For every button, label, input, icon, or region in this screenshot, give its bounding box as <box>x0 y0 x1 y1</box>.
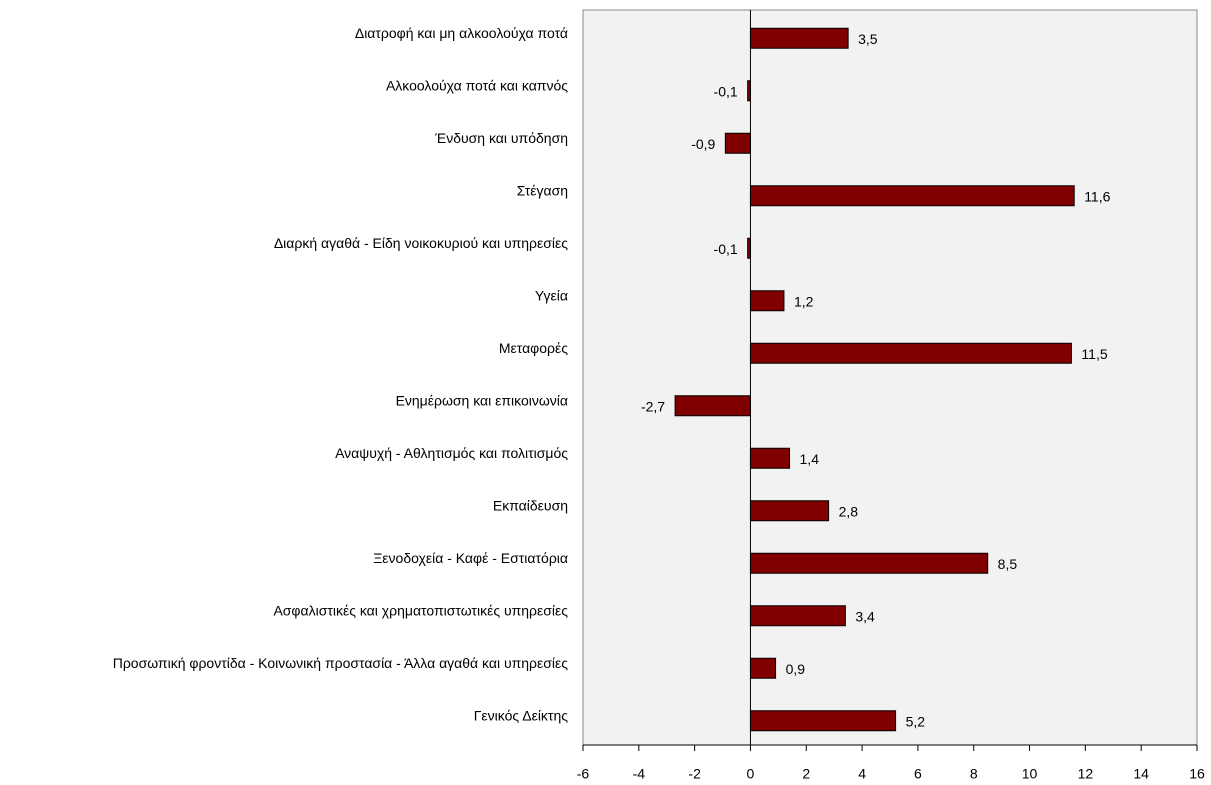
value-label: -0,9 <box>691 136 715 152</box>
value-label: 5,2 <box>906 713 926 729</box>
bar <box>724 132 751 154</box>
y-tick-label: Διαρκή αγαθά - Είδη νοικοκυριού και υπηρ… <box>274 235 568 251</box>
x-tick-label: 16 <box>1189 766 1205 782</box>
value-label: -0,1 <box>714 83 738 99</box>
value-label: -0,1 <box>714 241 738 257</box>
y-tick-label: Εκπαίδευση <box>493 497 568 513</box>
x-tick-label: -4 <box>633 766 646 782</box>
y-tick-label: Υγεία <box>535 287 568 303</box>
value-label: 2,8 <box>839 503 859 519</box>
bar <box>749 27 849 49</box>
bar <box>749 710 897 732</box>
y-tick-label: Γενικός Δείκτης <box>474 707 569 723</box>
value-label: 3,5 <box>858 31 878 47</box>
value-label: -2,7 <box>641 398 665 414</box>
bar <box>749 342 1072 364</box>
x-tick-label: 8 <box>970 766 978 782</box>
y-tick-label: Ξενοδοχεία - Καφέ - Εστιατόρια <box>373 550 568 566</box>
bar <box>749 657 777 679</box>
y-tick-label: Ασφαλιστικές και χρηματοπιστωτικές υπηρε… <box>273 602 568 618</box>
x-tick-label: 12 <box>1078 766 1094 782</box>
x-tick-label: 6 <box>914 766 922 782</box>
value-label: 1,4 <box>800 451 820 467</box>
bar <box>749 500 830 522</box>
value-label: 1,2 <box>794 293 814 309</box>
y-tick-label: Προσωπική φροντίδα - Κοινωνική προστασία… <box>113 655 569 671</box>
y-tick-label: Στέγαση <box>517 182 568 198</box>
x-tick-label: 0 <box>747 766 755 782</box>
y-tick-label: Ενημέρωση και επικοινωνία <box>396 392 568 408</box>
value-label: 8,5 <box>998 556 1018 572</box>
y-tick-label: Αλκοολούχα ποτά και καπνός <box>386 77 568 93</box>
y-tick-label: Διατροφή και μη αλκοολούχα ποτά <box>355 25 568 41</box>
bar <box>749 605 846 627</box>
value-label: 3,4 <box>855 608 875 624</box>
bar <box>749 290 785 312</box>
value-label: 11,5 <box>1081 346 1107 362</box>
bar <box>747 80 751 102</box>
plot-area <box>582 9 1198 746</box>
x-tick-label: 10 <box>1022 766 1038 782</box>
x-tick-label: -6 <box>577 766 590 782</box>
x-tick-label: 2 <box>802 766 810 782</box>
y-tick-label: Αναψυχή - Αθλητισμός και πολιτισμός <box>335 445 568 461</box>
value-label: 11,6 <box>1084 188 1110 204</box>
bar <box>749 185 1075 207</box>
bar <box>674 395 751 417</box>
bar <box>749 447 791 469</box>
x-tick-label: 14 <box>1133 766 1149 782</box>
bar <box>747 237 751 259</box>
bar <box>749 552 989 574</box>
y-tick-label: Ένδυση και υπόδηση <box>434 130 568 146</box>
x-tick-label: 4 <box>858 766 866 782</box>
y-tick-label: Μεταφορές <box>499 340 568 356</box>
x-tick-label: -2 <box>688 766 701 782</box>
value-label: 0,9 <box>786 661 806 677</box>
